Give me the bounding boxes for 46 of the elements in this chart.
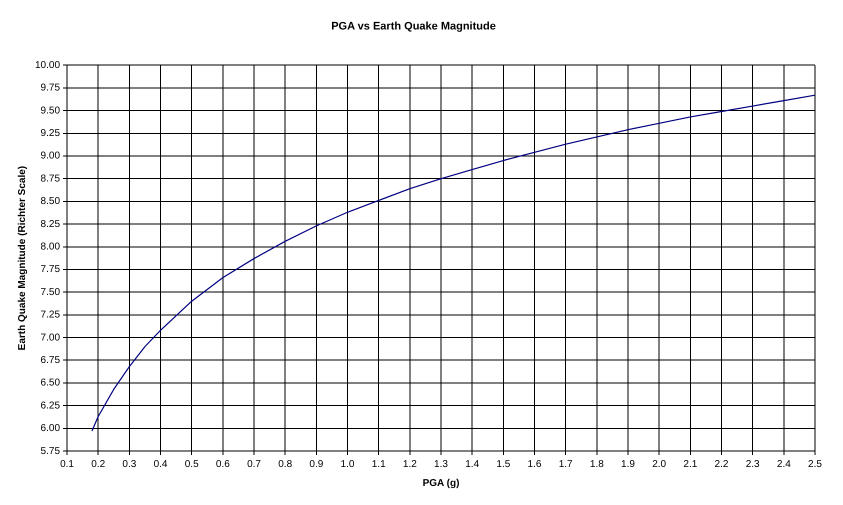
x-tick-label: 0.7 <box>247 458 262 470</box>
x-tick-label: 2.0 <box>652 458 667 470</box>
x-axis-title: PGA (g) <box>422 478 460 489</box>
y-tick-label: 9.75 <box>40 82 60 94</box>
chart-title: PGA vs Earth Quake Magnitude <box>331 20 496 33</box>
x-tick-label: 2.2 <box>714 458 729 470</box>
x-tick-label: 0.3 <box>122 458 137 470</box>
x-tick-label: 2.5 <box>808 458 822 470</box>
x-tick-label: 0.9 <box>309 458 324 470</box>
x-tick-label: 0.5 <box>184 458 200 470</box>
x-tick-label: 2.4 <box>776 458 792 470</box>
x-tick-label: 2.1 <box>683 458 698 470</box>
x-tick-label: 1.8 <box>590 458 604 470</box>
x-tick-label: 1.4 <box>465 458 480 470</box>
y-tick-label: 6.25 <box>40 400 60 412</box>
x-tick-label: 1.7 <box>558 458 574 470</box>
x-tick-label: 0.2 <box>91 458 106 470</box>
y-tick-label: 9.50 <box>40 105 60 116</box>
x-tick-label: 1.9 <box>621 458 636 470</box>
y-tick-label: 6.00 <box>40 423 60 434</box>
y-tick-label: 8.75 <box>40 173 60 184</box>
y-tick-label: 7.75 <box>40 264 60 276</box>
y-axis-title: Earth Quake Magnitude (Richter Scale) <box>16 166 28 350</box>
x-tick-label: 0.8 <box>278 458 293 470</box>
x-tick-label: 1.3 <box>434 458 448 470</box>
y-tick-label: 7.25 <box>40 310 60 321</box>
y-tick-label: 5.75 <box>40 446 60 457</box>
y-tick-label: 8.50 <box>40 196 60 208</box>
x-tick-label: 0.1 <box>60 458 74 470</box>
x-tick-label: 1.6 <box>528 458 542 470</box>
x-tick-label: 1.1 <box>372 458 386 470</box>
y-tick-label: 10.00 <box>34 60 60 71</box>
x-tick-label: 1.0 <box>340 458 355 470</box>
x-tick-label: 1.5 <box>496 458 511 470</box>
y-tick-label: 7.00 <box>40 332 60 344</box>
y-tick-label: 9.25 <box>40 128 60 140</box>
y-tick-label: 7.50 <box>40 286 60 298</box>
x-tick-label: 0.4 <box>154 458 168 470</box>
y-tick-label: 6.75 <box>40 354 60 366</box>
x-tick-label: 2.3 <box>746 458 760 470</box>
y-tick-label: 8.25 <box>40 218 60 230</box>
y-tick-label: 6.50 <box>40 378 60 389</box>
y-tick-label: 8.00 <box>40 242 60 253</box>
x-tick-label: 0.6 <box>216 458 230 470</box>
x-tick-label: 1.2 <box>402 458 418 470</box>
y-tick-label: 9.00 <box>40 150 60 162</box>
